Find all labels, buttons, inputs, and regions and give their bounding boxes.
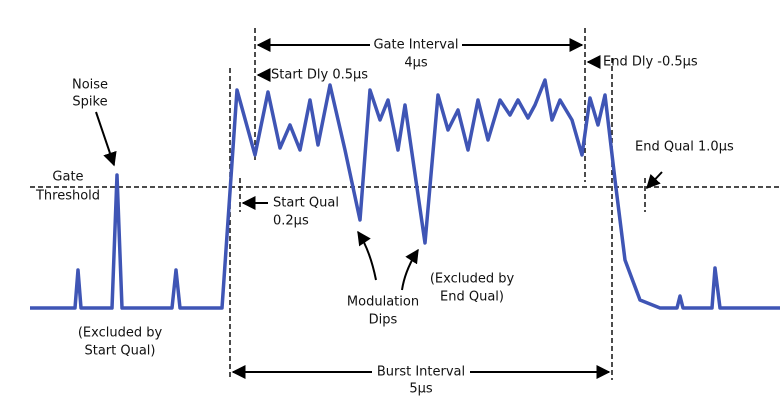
label: (Excluded by (430, 272, 515, 287)
label: End Qual 1.0µs (635, 140, 734, 155)
end-qual-arrow (646, 171, 663, 190)
dip-arrow-2 (401, 248, 419, 291)
label: 5µs (409, 382, 433, 397)
label: Start Qual) (84, 344, 155, 359)
label: Dips (369, 313, 398, 328)
label: Spike (72, 95, 107, 110)
label: Burst Interval (377, 365, 465, 380)
waveform (30, 78, 780, 310)
label: Threshold (35, 189, 100, 204)
label: Gate Interval (373, 38, 458, 53)
label-bg (372, 364, 470, 398)
label: (Excluded by (78, 326, 163, 341)
label: End Dly -0.5µs (603, 55, 698, 70)
label: Start Dly 0.5µs (271, 68, 368, 83)
label: Gate (52, 170, 83, 185)
label: End Qual) (440, 290, 504, 305)
label: 4µs (404, 56, 428, 71)
label-bg (370, 36, 462, 72)
label: Start Qual (273, 196, 339, 211)
label: Noise (72, 78, 108, 93)
noise-spike-arrow (95, 111, 117, 167)
label: Modulation (347, 295, 419, 310)
label: 0.2µs (273, 214, 309, 229)
dip-arrow-1 (357, 230, 377, 281)
